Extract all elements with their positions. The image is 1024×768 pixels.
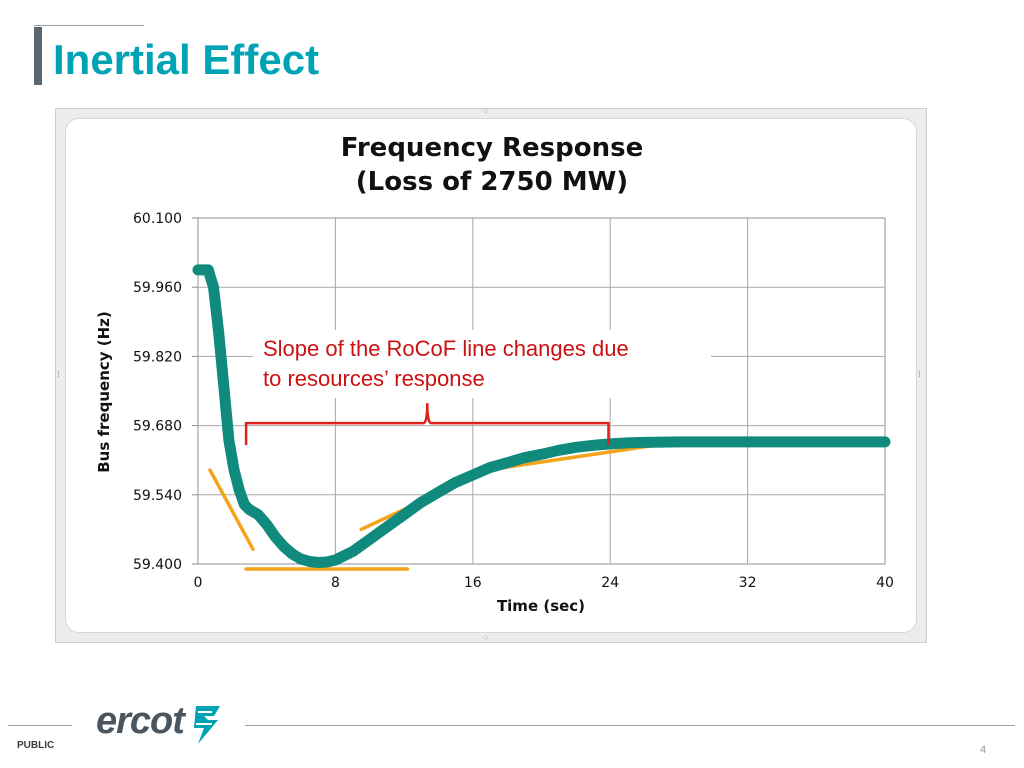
x-tick-label: 0 [194, 575, 203, 591]
title-accent-bar [34, 27, 42, 85]
annotation-text-line1: Slope of the RoCoF line changes due [263, 336, 629, 361]
ercot-logo-text: ercot [96, 700, 185, 742]
x-tick-label: 16 [464, 575, 482, 591]
tick-label-layer: 0 8 16 24 32 40 59.400 59.540 59.680 59.820 59.960… [133, 211, 894, 591]
resize-handle-top: ⁘ [482, 107, 490, 117]
title-rule [34, 25, 144, 26]
y-tick-label: 59.540 [133, 488, 182, 504]
ercot-logo: ercot [96, 698, 230, 750]
x-tick-label: 40 [876, 575, 894, 591]
x-tick-label: 24 [601, 575, 619, 591]
y-axis-label: Bus frequency (Hz) [95, 311, 113, 473]
chart-title: Frequency Response [341, 133, 643, 163]
resize-handle-bottom: ⁘ [482, 634, 490, 644]
frequency-chart: Frequency Response (Loss of 2750 MW) 0 8 1… [95, 133, 894, 615]
frequency-series-line [192, 264, 891, 568]
x-tick-label: 8 [331, 575, 340, 591]
classification-label: PUBLIC [17, 740, 55, 751]
footer-rule-left [8, 725, 72, 726]
y-tick-label: 59.960 [133, 280, 182, 296]
y-tick-label: 59.400 [133, 557, 182, 573]
y-tick-label: 59.680 [133, 419, 182, 435]
x-tick-label: 32 [739, 575, 757, 591]
series-layer [192, 264, 891, 568]
annotation-text-line2: to resources’ response [263, 366, 485, 391]
resize-handle-left: ⁞ [57, 370, 60, 380]
resize-handle-right: ⁞ [918, 370, 921, 380]
chart-subtitle: (Loss of 2750 MW) [356, 167, 628, 197]
lightning-icon [194, 706, 220, 744]
annotation-brace [244, 403, 610, 446]
footer-rule-right [245, 725, 1015, 726]
chart-frame: ⁘ ⁘ ⁞ ⁞ [55, 107, 927, 644]
brace-layer [244, 403, 610, 446]
slide-title: Inertial Effect [53, 36, 320, 83]
page-number: 4 [980, 744, 987, 756]
annotation-box [253, 330, 711, 398]
rocof-tangent-line [208, 468, 255, 551]
x-axis-label: Time (sec) [497, 597, 585, 615]
y-tick-label: 59.820 [133, 349, 182, 365]
y-tick-label: 60.100 [133, 211, 182, 227]
